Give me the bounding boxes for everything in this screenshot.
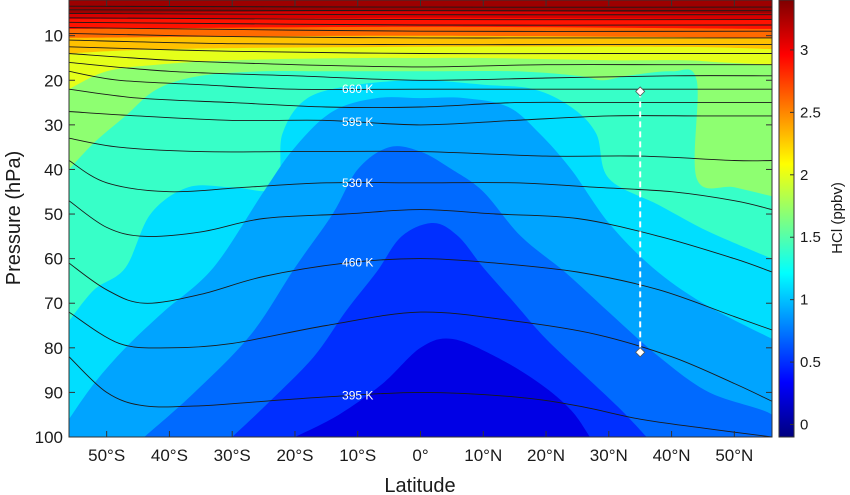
y-axis-title: Pressure (hPa) [3, 151, 25, 286]
isentrope-line [69, 70, 772, 90]
isentrope-line [69, 200, 772, 273]
isentrope-line [69, 27, 772, 32]
isentrope-line [69, 311, 772, 402]
isentrope-label: 595 K [342, 115, 373, 129]
isentrope-lines [69, 5, 772, 437]
isentrope-line [69, 21, 772, 26]
y-tick-label: 20 [44, 71, 63, 90]
isentrope-line [69, 32, 772, 39]
colorbar: 0 0.5 1 1.5 2 2.5 3 HCl (ppbv) [778, 0, 846, 438]
colorbar-tick-label: 2 [800, 167, 808, 184]
colorbar-tick-label: 2.5 [800, 104, 821, 121]
isentrope-line [69, 258, 772, 331]
x-tick-label: 0° [412, 446, 428, 465]
x-axis-title: Latitude [384, 475, 455, 495]
profile-top-diamond [635, 86, 646, 97]
isentrope-line [69, 5, 772, 8]
x-tick-label: 20°N [527, 446, 565, 465]
y-tick-label: 30 [44, 116, 63, 135]
y-tick-label: 50 [44, 205, 63, 224]
isentrope-line [69, 46, 772, 55]
x-tick-label: 50°S [88, 446, 125, 465]
x-tick-label: 10°N [464, 446, 502, 465]
x-tick-label: 40°S [151, 446, 188, 465]
hcl-band-0_25 [295, 338, 590, 437]
isentrope-line [69, 88, 772, 109]
isentrope-label: 460 K [342, 255, 373, 269]
x-tick-label: 30°N [590, 446, 628, 465]
y-tick-label: 100 [35, 428, 63, 447]
isentrope-line [69, 137, 772, 162]
hcl-filled-contours [69, 11, 772, 437]
y-tick-label: 60 [44, 250, 63, 269]
isentrope-label: 395 K [342, 388, 373, 402]
x-tick-label: 40°N [653, 446, 691, 465]
y-tick-label: 10 [44, 27, 63, 46]
isentrope-line [69, 111, 772, 126]
isentrope-labels: 395 K 460 K 530 K 595 K 660 K [342, 82, 373, 402]
y-tick-label: 40 [44, 160, 63, 179]
isentrope-label: 530 K [342, 176, 373, 190]
hcl-band-0_5 [232, 223, 647, 437]
x-tick-label: 20°S [276, 446, 313, 465]
isentrope-line [69, 356, 772, 437]
y-tick-label: 80 [44, 339, 63, 358]
isentrope-line [69, 39, 772, 46]
colorbar-tick-label: 0.5 [800, 354, 821, 371]
isentrope-label: 660 K [342, 82, 373, 96]
colorbar-ticks: 0 0.5 1 1.5 2 2.5 3 [790, 42, 821, 434]
colorbar-tick-label: 0 [800, 417, 808, 434]
profile-bottom-diamond [635, 347, 646, 358]
x-tick-label: 30°S [214, 446, 251, 465]
colorbar-title: HCl (ppbv) [829, 182, 846, 254]
x-tick-label: 10°S [339, 446, 376, 465]
isentrope-line [69, 12, 772, 16]
colorbar-gradient [778, 0, 795, 438]
y-tick-label: 90 [44, 383, 63, 402]
colorbar-tick-label: 1.5 [800, 229, 821, 246]
y-axis: 10 20 30 40 50 60 70 80 90 100 [35, 27, 772, 447]
y-tick-label: 70 [44, 294, 63, 313]
x-axis: 50°S 40°S 30°S 20°S 10°S 0° 10°N 20°N 30°N 40°N 50… [88, 0, 753, 465]
profile-marker [635, 86, 646, 358]
isentrope-line [69, 160, 772, 211]
isentrope-line [69, 9, 772, 12]
isentrope-line [69, 17, 772, 21]
x-tick-label: 50°N [715, 446, 753, 465]
isentrope-line [69, 53, 772, 68]
colorbar-tick-label: 1 [800, 292, 808, 309]
isentrope-line [69, 61, 772, 81]
colorbar-tick-label: 3 [800, 42, 808, 59]
plot-area: 395 K 460 K 530 K 595 K 660 K [69, 0, 772, 437]
